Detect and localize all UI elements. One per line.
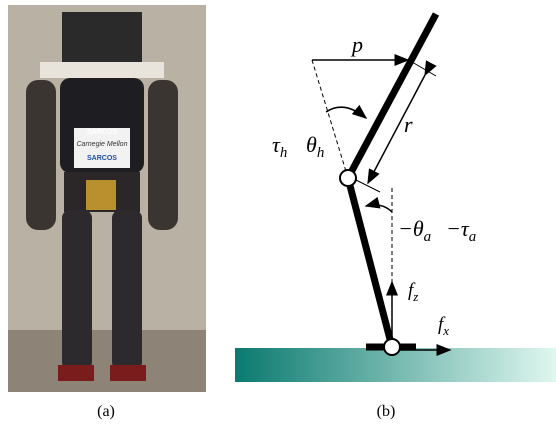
symbol-base: θ bbox=[306, 132, 317, 157]
robot-left-arm bbox=[26, 80, 56, 230]
symbol-fx: fx bbox=[438, 314, 449, 338]
figure: SARCOS Carnegie Mellon SARCOS p r τh θh … bbox=[0, 0, 556, 428]
hip-joint bbox=[340, 170, 356, 186]
symbol-tau-a: −τa bbox=[446, 216, 476, 245]
symbol-base: −θ bbox=[398, 216, 424, 241]
panel-label: (a) bbox=[97, 403, 115, 420]
diagram-panel: p r τh θh −θa −τa fz fx bbox=[235, 14, 556, 382]
panel-label: (b) bbox=[377, 403, 396, 420]
symbol-sub: a bbox=[469, 229, 477, 245]
r-tick bbox=[412, 62, 436, 76]
robot-left-foot bbox=[58, 365, 94, 381]
symbol-tau-h: τh bbox=[272, 132, 287, 161]
robot-shoulders bbox=[40, 62, 164, 78]
robot-head bbox=[62, 12, 142, 64]
photo-text: SARCOS bbox=[87, 129, 117, 136]
robot-right-leg bbox=[112, 210, 142, 370]
symbol-theta-h: θh bbox=[306, 132, 324, 161]
robot-left-leg bbox=[62, 210, 92, 370]
robot-right-arm bbox=[148, 80, 178, 230]
symbol-sub: h bbox=[280, 145, 288, 161]
symbol-r: r bbox=[404, 112, 413, 137]
symbol-theta-a: −θa bbox=[398, 216, 431, 245]
symbol-sub: z bbox=[412, 289, 418, 304]
photo-text: Carnegie Mellon bbox=[77, 141, 128, 148]
lower-leg bbox=[348, 178, 392, 347]
photo-panel: SARCOS Carnegie Mellon SARCOS bbox=[8, 5, 206, 392]
photo-floor bbox=[8, 330, 206, 392]
hip-angle-arc bbox=[326, 107, 366, 118]
symbol-base: −τ bbox=[446, 216, 470, 241]
photo-text: SARCOS bbox=[87, 155, 117, 162]
symbol-fz: fz bbox=[408, 280, 418, 304]
robot-right-foot bbox=[110, 365, 146, 381]
symbol-sub: a bbox=[424, 229, 432, 245]
symbol-sub: h bbox=[317, 145, 325, 161]
symbol-p: p bbox=[350, 32, 363, 57]
symbol-sub: x bbox=[442, 323, 449, 338]
ankle-angle-arc bbox=[366, 205, 392, 212]
ankle-joint bbox=[384, 339, 400, 355]
robot-hip-actuator bbox=[86, 180, 116, 210]
